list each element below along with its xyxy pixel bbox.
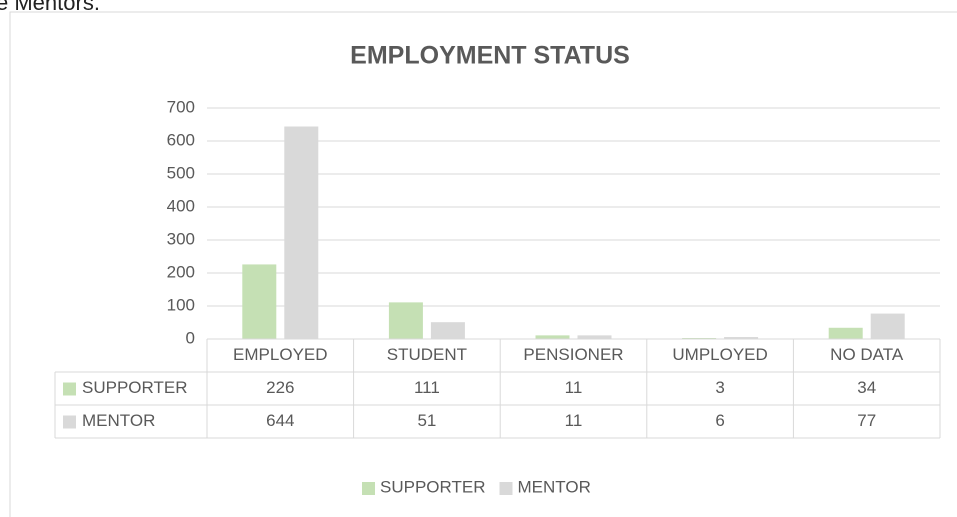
bar — [242, 264, 277, 339]
table-cell: 51 — [417, 411, 436, 430]
table-row-label: MENTOR — [82, 411, 155, 430]
table-cell: 6 — [715, 411, 724, 430]
y-tick-label: 0 — [186, 328, 195, 347]
chart-frame — [9, 11, 957, 517]
y-tick-label: 700 — [167, 97, 195, 116]
legend-key — [362, 482, 375, 495]
legend-label: SUPPORTER — [380, 477, 486, 496]
y-tick-label: 100 — [167, 295, 195, 314]
table-legend-key — [63, 415, 76, 429]
chart-title: EMPLOYMENT STATUS — [350, 42, 630, 70]
y-tick-label: 400 — [167, 196, 195, 215]
table-header-cell: NO DATA — [830, 345, 904, 364]
legend-key — [499, 482, 513, 495]
bar — [577, 335, 612, 339]
bar — [535, 335, 570, 339]
table-header-cell: STUDENT — [387, 345, 467, 364]
y-tick-label: 600 — [167, 130, 195, 149]
table-cell: 111 — [414, 378, 440, 397]
bar — [284, 126, 319, 339]
table-header-cell: UMPLOYED — [672, 345, 767, 364]
table-cell: 11 — [565, 378, 583, 397]
y-tick-label: 300 — [167, 229, 195, 248]
table-cell: 3 — [715, 378, 724, 397]
table-cell: 77 — [857, 411, 876, 430]
table-header-cell: PENSIONER — [523, 345, 623, 364]
y-tick-label: 500 — [167, 163, 195, 182]
bar — [724, 337, 759, 339]
table-legend-key — [63, 382, 76, 396]
bar — [430, 322, 465, 339]
bar — [828, 327, 863, 339]
table-cell: 34 — [857, 378, 876, 397]
table-cell: 644 — [266, 411, 294, 430]
y-tick-label: 200 — [167, 262, 195, 281]
table-cell: 226 — [266, 378, 294, 397]
table-row-label: SUPPORTER — [82, 378, 188, 397]
table-header-cell: EMPLOYED — [233, 345, 327, 364]
bar — [870, 313, 905, 339]
caption: e Mentors. — [0, 0, 100, 15]
legend-label: MENTOR — [518, 477, 591, 496]
table-cell: 11 — [565, 411, 583, 430]
bar — [388, 302, 423, 339]
